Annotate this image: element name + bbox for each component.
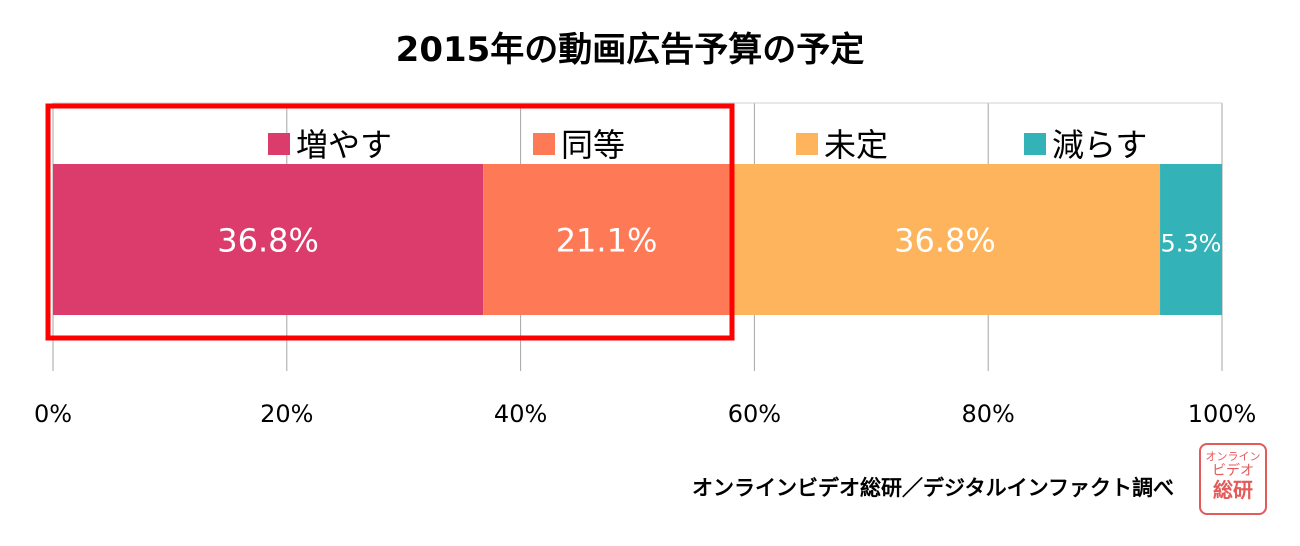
chart-title: 2015年の動画広告予算の予定: [395, 30, 865, 70]
x-tick-label: 20%: [260, 400, 313, 428]
data-label: 36.8%: [894, 222, 996, 260]
source-note: オンラインビデオ総研／デジタルインファクト調べ: [692, 476, 1174, 500]
legend: 増やす 同等 未定 減らす: [268, 126, 1147, 164]
x-tick-label: 40%: [494, 400, 547, 428]
legend-swatch: [796, 133, 818, 155]
bar-segments: [53, 164, 1222, 315]
highlight-rectangle: [45, 103, 735, 341]
data-label: 21.1%: [556, 222, 658, 260]
logo-seal: オンライン ビデオ 総研: [1199, 443, 1267, 515]
x-tick-label: 80%: [962, 400, 1015, 428]
legend-label: 同等: [561, 126, 625, 164]
legend-label: 増やす: [296, 126, 392, 164]
bar-segment: [483, 164, 730, 315]
bar-segment: [53, 164, 484, 315]
data-label: 36.8%: [217, 222, 319, 260]
x-tick-label: 100%: [1188, 400, 1257, 428]
legend-swatch: [1024, 133, 1046, 155]
seal-line-1: オンライン: [1205, 450, 1261, 463]
bar-segment: [729, 164, 1161, 315]
legend-swatch: [533, 133, 555, 155]
x-axis-ticks: 0% 20% 40% 60% 80% 100%: [34, 400, 1256, 428]
data-label: 5.3%: [1161, 230, 1222, 258]
x-tick-label: 60%: [728, 400, 781, 428]
data-labels: 36.8% 21.1% 36.8% 5.3%: [217, 222, 1221, 260]
bar-segment: [1160, 164, 1222, 315]
seal-line-3: 総研: [1213, 478, 1253, 502]
legend-label: 減らす: [1052, 126, 1147, 164]
seal-line-2: ビデオ: [1212, 463, 1254, 479]
x-tick-label: 0%: [34, 400, 72, 428]
legend-swatch: [268, 133, 290, 155]
highlight-box: [45, 103, 735, 341]
legend-label: 未定: [824, 126, 888, 164]
